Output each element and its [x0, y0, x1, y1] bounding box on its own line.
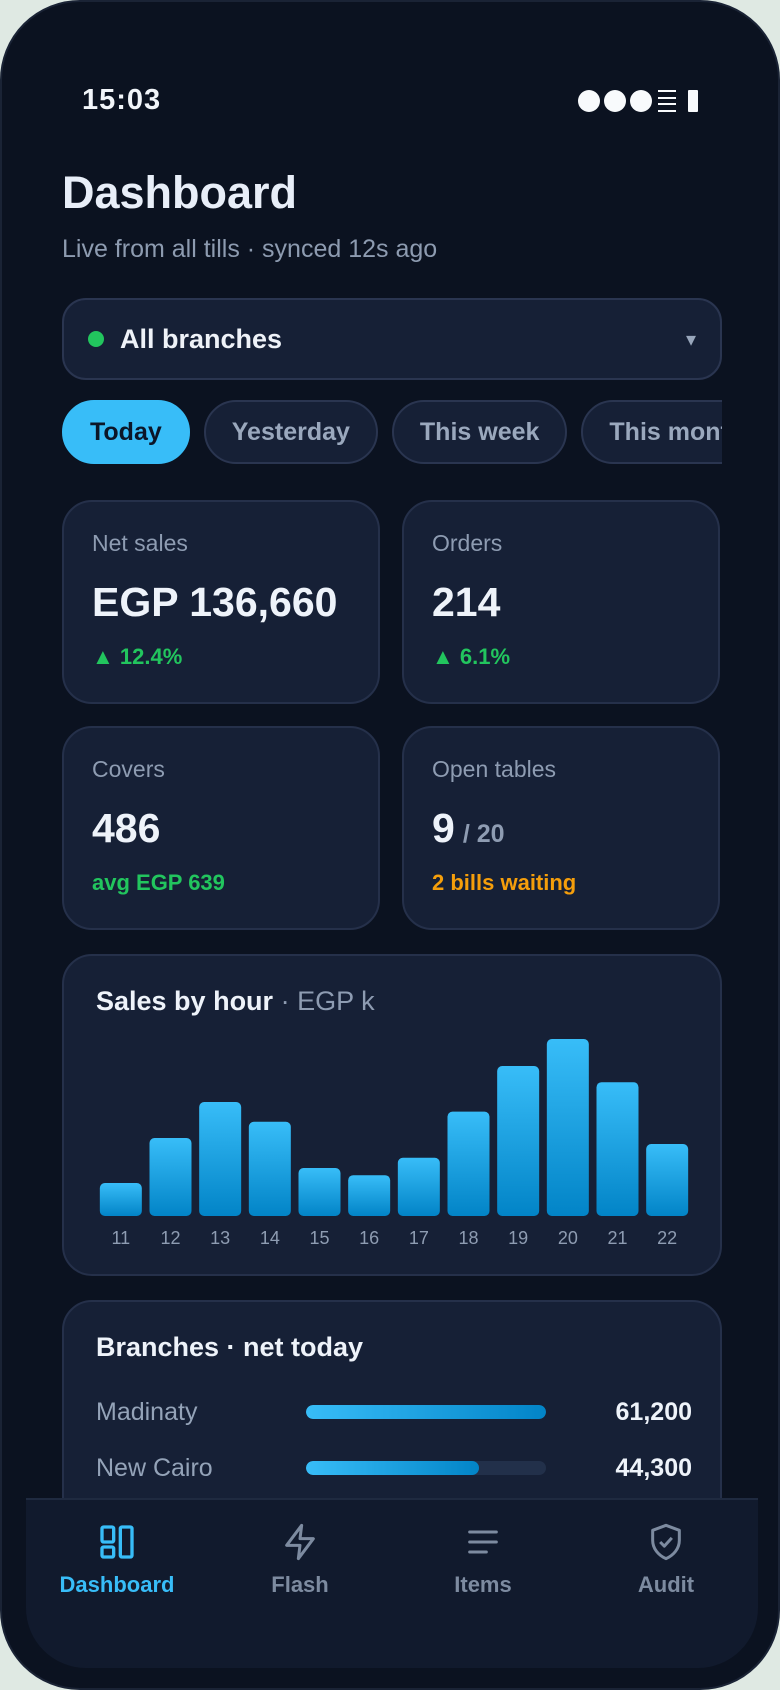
tab-dashboard[interactable]: Dashboard [37, 1522, 197, 1598]
chip-this-week[interactable]: This week [391, 400, 568, 464]
tab-label: Dashboard [59, 1572, 175, 1597]
page-header: Dashboard Live from all tills · synced 1… [62, 167, 437, 264]
chart-x-tick-label: 19 [508, 1228, 528, 1248]
bottom-tab-bar: Dashboard Flash Items Audit [26, 1498, 758, 1668]
chart-bar-12[interactable] [149, 1138, 192, 1216]
status-bar: 15:03 [2, 2, 778, 162]
kpi-change: ▲ 12.4% [92, 644, 183, 669]
kpi-value: 486 [92, 805, 161, 851]
kpi-change: ▲ 6.1% [432, 644, 511, 669]
branch-bar-track [306, 1405, 546, 1419]
chevron-down-icon: ▾ [685, 328, 696, 351]
chart-x-tick-label: 22 [657, 1228, 677, 1248]
kpi-card-open-tables[interactable]: Open tables 9/ 20 2 bills waiting [402, 726, 720, 930]
page-subtitle: Live from all tills · synced 12s ago [62, 235, 438, 263]
kpi-value: EGP 136,660 [92, 579, 338, 625]
chart-bar-17[interactable] [397, 1157, 440, 1216]
kpi-label: Orders [432, 530, 503, 556]
branch-value: 61,200 [615, 1397, 692, 1426]
signal-dot-icon [604, 90, 626, 112]
chart-x-tick-label: 16 [359, 1228, 379, 1248]
kpi-card-covers[interactable]: Covers 486 avg EGP 639 [62, 726, 380, 930]
status-time: 15:03 [82, 84, 162, 116]
battery-icon [688, 90, 698, 112]
chart-title: Sales by hour · EGP k [96, 986, 375, 1017]
tab-label: Flash [271, 1572, 329, 1597]
tab-items[interactable]: Items [403, 1522, 563, 1598]
chart-bar-15[interactable] [298, 1168, 341, 1216]
dashboard-icon [100, 1525, 134, 1559]
branch-value: 44,300 [615, 1453, 692, 1482]
chip-today[interactable]: Today [62, 400, 190, 464]
chart-title-text: Sales by hour [96, 986, 274, 1016]
chart-x-tick-label: 12 [160, 1228, 180, 1248]
branch-selector-label: All branches [120, 323, 283, 354]
branches-title: Branches · net today [96, 1332, 364, 1362]
date-filter-chips: Today Yesterday This week This month [62, 400, 722, 464]
tab-label: Audit [637, 1572, 695, 1597]
chip-yesterday[interactable]: Yesterday [203, 400, 378, 464]
chart-bar-14[interactable] [248, 1121, 291, 1216]
open-tables-total: / 20 [462, 820, 505, 848]
chart-bar-19[interactable] [497, 1066, 540, 1216]
chart-unit: · EGP k [280, 986, 375, 1016]
kpi-note: 2 bills waiting [432, 870, 577, 895]
kpi-card-net-sales[interactable]: Net sales EGP 136,660 ▲ 12.4% [62, 500, 380, 704]
flash-icon [285, 1523, 315, 1561]
page-title: Dashboard [62, 167, 298, 218]
chart-bar-20[interactable] [546, 1039, 589, 1216]
audit-shield-icon [651, 1523, 681, 1561]
wifi-icon [658, 90, 676, 112]
signal-dot-icon [630, 90, 652, 112]
sales-by-hour-chart: 11 12 13 14 15 16 17 18 19 20 21 22 [99, 1039, 689, 1248]
chip-this-month[interactable]: This month [581, 400, 722, 464]
branch-bar-track [306, 1461, 546, 1475]
branch-name: Madinaty [96, 1397, 198, 1426]
chart-bar-16[interactable] [348, 1175, 391, 1216]
kpi-value: 9/ 20 [432, 805, 690, 852]
kpi-label: Open tables [432, 756, 557, 782]
tab-label: Items [454, 1572, 512, 1597]
chart-x-tick-label: 21 [607, 1228, 627, 1248]
kpi-card-orders[interactable]: Orders 214 ▲ 6.1% [402, 500, 720, 704]
open-tables-count: 9 [432, 805, 455, 851]
chart-x-tick-label: 18 [458, 1228, 478, 1248]
chart-bar-11[interactable] [99, 1183, 142, 1216]
branch-bar-fill [306, 1461, 479, 1475]
branch-row[interactable]: New Cairo 44,300 [96, 1448, 692, 1488]
status-icons [578, 90, 698, 112]
chart-x-tick-label: 14 [260, 1228, 280, 1248]
branch-name: New Cairo [96, 1453, 213, 1482]
kpi-label: Net sales [92, 530, 188, 556]
chart-x-tick-label: 15 [309, 1228, 329, 1248]
branch-selector[interactable]: All branches ▾ [62, 298, 722, 380]
chart-x-tick-label: 13 [210, 1228, 230, 1248]
sales-by-hour-card: Sales by hour · EGP k 11 12 13 14 15 16 17 18 19… [62, 954, 722, 1276]
chart-bar-21[interactable] [596, 1082, 639, 1216]
branch-row[interactable]: Madinaty 61,200 [96, 1392, 692, 1432]
chart-bar-18[interactable] [447, 1111, 490, 1216]
tab-flash[interactable]: Flash [220, 1522, 380, 1598]
kpi-note: avg EGP 639 [92, 870, 225, 895]
tab-audit[interactable]: Audit [586, 1522, 746, 1598]
branch-bar-fill [306, 1405, 546, 1419]
kpi-value: 214 [432, 579, 501, 625]
signal-dot-icon [578, 90, 600, 112]
chart-x-tick-label: 17 [409, 1228, 429, 1248]
live-status-dot [88, 331, 104, 347]
chart-x-tick-label: 20 [558, 1228, 578, 1248]
chart-x-tick-label: 11 [111, 1228, 130, 1248]
chart-bar-22[interactable] [646, 1144, 689, 1216]
chart-bar-13[interactable] [199, 1102, 242, 1216]
kpi-label: Covers [92, 756, 165, 782]
items-icon [468, 1530, 498, 1554]
